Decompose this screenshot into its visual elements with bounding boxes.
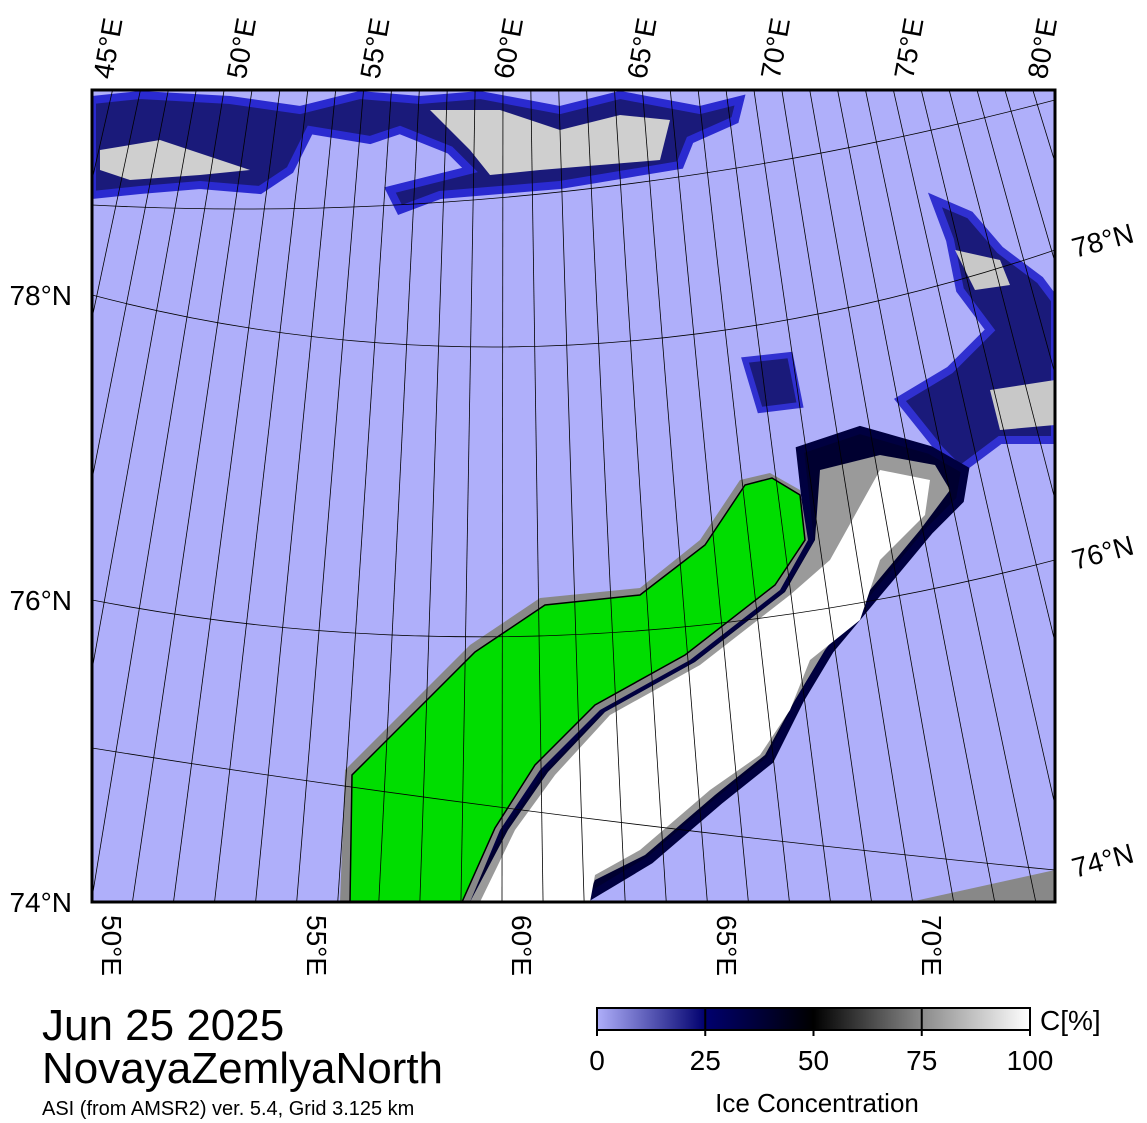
- meridian: [865, 90, 1037, 902]
- meridian: [0, 60, 10, 940]
- colorbar-label: Ice Concentration: [715, 1088, 919, 1118]
- top-lon-label: 60°E: [488, 16, 529, 81]
- meridian: [530, 90, 544, 902]
- top-lon-label: 50°E: [221, 16, 262, 81]
- meridian: [1004, 90, 1055, 264]
- bottom-lon-label: 50°E: [96, 915, 127, 976]
- meridian: [1133, 60, 1147, 940]
- colorbar-unit: C[%]: [1040, 1005, 1101, 1036]
- meridian: [255, 90, 337, 902]
- top-lon-label: 70°E: [755, 16, 796, 81]
- bottom-lon-label: 55°E: [301, 915, 332, 976]
- meridian: [460, 90, 476, 902]
- parallel: [92, 747, 1055, 871]
- meridian: [296, 90, 364, 902]
- meridian: [837, 90, 996, 902]
- meridian: [586, 90, 626, 902]
- bottom-lon-label: 70°E: [916, 915, 947, 976]
- right-lat-label: 74°N: [1069, 838, 1137, 884]
- colorbar-tick-label: 75: [906, 1045, 937, 1076]
- meridian: [892, 90, 1055, 807]
- meridian: [920, 90, 1055, 644]
- meridian: [809, 90, 955, 902]
- left-lat-label: 74°N: [9, 887, 72, 918]
- left-lat-label: 78°N: [9, 280, 72, 311]
- meridian: [1106, 60, 1147, 940]
- meridian: [669, 90, 749, 902]
- graticule: [0, 60, 1147, 940]
- meridian: [976, 90, 1055, 376]
- map-area: [0, 60, 1147, 940]
- meridian: [92, 90, 225, 901]
- meridian: [92, 90, 141, 321]
- meridian: [753, 90, 872, 902]
- land: [910, 870, 1055, 902]
- meridian: [0, 60, 65, 940]
- region-name: NovayaZemlyaNorth: [42, 1044, 443, 1093]
- top-lon-label: 55°E: [354, 16, 395, 81]
- top-lon-label: 45°E: [87, 16, 128, 81]
- meridian: [337, 90, 392, 902]
- meridian: [132, 90, 253, 902]
- left-lat-label: 76°N: [9, 585, 72, 616]
- top-lon-label: 75°E: [888, 16, 929, 81]
- colorbar-tick-label: 0: [589, 1045, 605, 1076]
- bottom-lon-label: 65°E: [711, 915, 742, 976]
- top-lon-label: 80°E: [1022, 16, 1063, 81]
- meridian: [501, 90, 504, 902]
- meridian: [0, 60, 92, 940]
- colorbar-tick-label: 50: [798, 1045, 829, 1076]
- ice-patch: [741, 351, 804, 414]
- meridian: [0, 60, 37, 940]
- meridian: [214, 90, 309, 902]
- meridian: [558, 90, 585, 902]
- bottom-lon-label: 60°E: [506, 915, 537, 976]
- meridian: [781, 90, 914, 902]
- meridian: [725, 90, 831, 902]
- meridian: [173, 90, 281, 902]
- ice-field: [480, 470, 930, 902]
- map-frame: [90, 88, 1057, 904]
- colorbar-tick-label: 25: [690, 1045, 721, 1076]
- meridian: [419, 90, 448, 902]
- ice-patch: [955, 250, 1055, 430]
- right-lat-label: 76°N: [1069, 530, 1137, 576]
- meridian: [641, 90, 708, 902]
- ice-patch: [92, 90, 746, 216]
- meridian: [92, 90, 197, 673]
- parallel: [92, 559, 1055, 638]
- meridian: [1051, 60, 1147, 940]
- right-lat-label: 78°N: [1069, 218, 1137, 264]
- top-lon-label: 65°E: [621, 16, 662, 81]
- date: Jun 25 2025: [42, 1001, 284, 1050]
- meridian: [948, 90, 1055, 502]
- meridian: [1078, 60, 1147, 940]
- meridian: [614, 90, 667, 902]
- meridian: [378, 90, 420, 902]
- source-note: ASI (from AMSR2) ver. 5.4, Grid 3.125 km: [42, 1098, 414, 1120]
- meridian: [92, 90, 169, 482]
- parallel: [92, 99, 1055, 210]
- ice-patch: [100, 110, 670, 180]
- meridian: [697, 90, 790, 902]
- colorbar-tick-label: 100: [1007, 1045, 1054, 1076]
